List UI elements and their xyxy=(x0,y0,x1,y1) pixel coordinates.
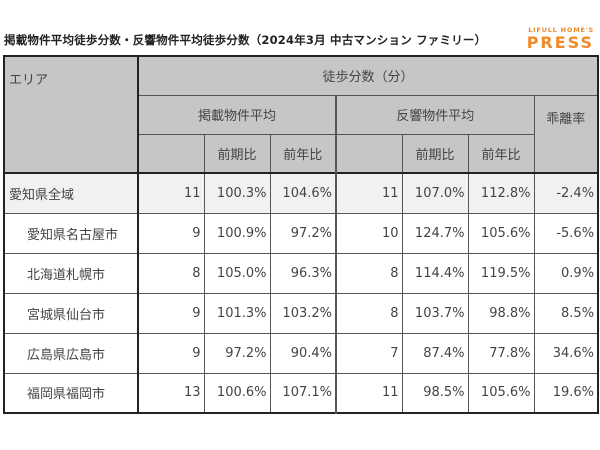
response-qoq: 124.7% xyxy=(401,212,469,254)
column-header-area: エリア xyxy=(3,55,139,174)
listed-yoy: 107.1% xyxy=(269,372,337,414)
column-header-divergence: 乖離率 xyxy=(533,94,599,174)
column-header-listed-value xyxy=(137,134,205,174)
listed-yoy: 96.3% xyxy=(269,252,337,294)
divergence-rate: 19.6% xyxy=(533,372,599,414)
response-yoy: 105.6% xyxy=(467,212,535,254)
response-yoy: 98.8% xyxy=(467,292,535,334)
listed-minutes: 9 xyxy=(137,332,205,374)
column-group-walking-minutes: 徒歩分数（分） xyxy=(137,55,599,96)
response-minutes: 10 xyxy=(335,212,403,254)
logo-top-text: LIFULL HOME'S xyxy=(528,26,594,34)
response-minutes: 8 xyxy=(335,252,403,294)
area-name: 愛知県全域 xyxy=(3,172,139,214)
divergence-rate: -5.6% xyxy=(533,212,599,254)
listed-qoq: 97.2% xyxy=(203,332,271,374)
response-minutes: 11 xyxy=(335,372,403,414)
listed-yoy: 103.2% xyxy=(269,292,337,334)
response-qoq: 98.5% xyxy=(401,372,469,414)
column-group-response-average: 反響物件平均 xyxy=(335,94,535,135)
listed-yoy: 97.2% xyxy=(269,212,337,254)
table-row: 愛知県名古屋市 9 100.9% 97.2% 10 124.7% 105.6% … xyxy=(3,212,599,254)
listed-qoq: 105.0% xyxy=(203,252,271,294)
column-header-listed-qoq: 前期比 xyxy=(203,133,271,174)
area-name: 福岡県福岡市 xyxy=(3,372,139,414)
listed-yoy: 90.4% xyxy=(269,332,337,374)
column-header-response-yoy: 前年比 xyxy=(467,133,535,174)
divergence-rate: 8.5% xyxy=(533,292,599,334)
column-header-response-value xyxy=(335,134,403,174)
listed-minutes: 8 xyxy=(137,252,205,294)
table-row: 愛知県全域 11 100.3% 104.6% 11 107.0% 112.8% … xyxy=(3,172,599,214)
walking-minutes-table: エリア 徒歩分数（分） 掲載物件平均 反響物件平均 乖離率 前期比 前年比 前期… xyxy=(3,55,600,414)
divergence-rate: 34.6% xyxy=(533,332,599,374)
listed-qoq: 100.3% xyxy=(203,172,271,214)
table-row: 福岡県福岡市 13 100.6% 107.1% 11 98.5% 105.6% … xyxy=(3,372,599,414)
area-name: 広島県広島市 xyxy=(3,332,139,374)
area-name: 北海道札幌市 xyxy=(3,252,139,294)
listed-minutes: 11 xyxy=(137,172,205,214)
page-title: 掲載物件平均徒歩分数・反響物件平均徒歩分数（2024年3月 中古マンション ファ… xyxy=(4,33,487,47)
divergence-rate: 0.9% xyxy=(533,252,599,294)
header-row-1: エリア 徒歩分数（分） xyxy=(3,55,599,174)
area-name: 宮城県仙台市 xyxy=(3,292,139,334)
listed-qoq: 100.9% xyxy=(203,212,271,254)
response-yoy: 112.8% xyxy=(467,172,535,214)
response-qoq: 114.4% xyxy=(401,252,469,294)
table-row: 北海道札幌市 8 105.0% 96.3% 8 114.4% 119.5% 0.… xyxy=(3,252,599,294)
listed-qoq: 101.3% xyxy=(203,292,271,334)
response-qoq: 107.0% xyxy=(401,172,469,214)
column-header-response-qoq: 前期比 xyxy=(401,133,469,174)
listed-qoq: 100.6% xyxy=(203,372,271,414)
logo-bottom-text: PRESS xyxy=(526,32,594,52)
area-name: 愛知県名古屋市 xyxy=(3,212,139,254)
table-row: 宮城県仙台市 9 101.3% 103.2% 8 103.7% 98.8% 8.… xyxy=(3,292,599,334)
divergence-rate: -2.4% xyxy=(533,172,599,214)
response-minutes: 11 xyxy=(335,172,403,214)
table-row: 広島県広島市 9 97.2% 90.4% 7 87.4% 77.8% 34.6% xyxy=(3,332,599,374)
response-yoy: 105.6% xyxy=(467,372,535,414)
response-qoq: 87.4% xyxy=(401,332,469,374)
column-header-listed-yoy: 前年比 xyxy=(269,133,337,174)
listed-yoy: 104.6% xyxy=(269,172,337,214)
lifull-homes-press-logo: LIFULL HOME'S PRESS xyxy=(527,27,594,51)
response-yoy: 119.5% xyxy=(467,252,535,294)
column-group-listed-average: 掲載物件平均 xyxy=(137,94,337,135)
listed-minutes: 9 xyxy=(137,212,205,254)
response-qoq: 103.7% xyxy=(401,292,469,334)
response-minutes: 7 xyxy=(335,332,403,374)
listed-minutes: 9 xyxy=(137,292,205,334)
response-yoy: 77.8% xyxy=(467,332,535,374)
listed-minutes: 13 xyxy=(137,372,205,414)
response-minutes: 8 xyxy=(335,292,403,334)
